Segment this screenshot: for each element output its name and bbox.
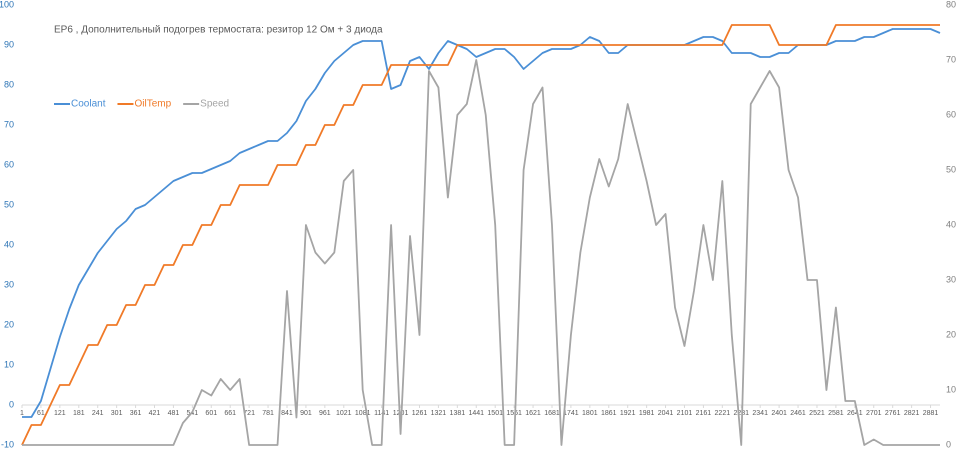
legend-label: OilTemp [134, 99, 171, 110]
y2-tick-label: 30 [946, 274, 956, 284]
y2-tick-label: 70 [946, 54, 956, 64]
y2-tick-label: 50 [946, 164, 956, 174]
y-tick-label: 30 [4, 279, 14, 289]
x-tick-label: 61 [37, 410, 45, 417]
x-tick-label: 481 [168, 410, 180, 417]
x-tick-label: 661 [224, 410, 236, 417]
x-tick-label: 1741 [563, 410, 579, 417]
y-tick-label: 80 [4, 79, 14, 89]
y2-tick-label: 20 [946, 329, 956, 339]
x-tick-label: 1441 [468, 410, 484, 417]
x-tick-label: 181 [73, 410, 85, 417]
x-tick-label: 2461 [790, 410, 806, 417]
x-tick-label: 1501 [487, 410, 503, 417]
x-tick-label: 2761 [885, 410, 901, 417]
y-tick-label: 100 [0, 0, 14, 9]
x-tick-label: 241 [92, 410, 104, 417]
x-tick-label: 1261 [412, 410, 428, 417]
x-tick-label: 541 [187, 410, 199, 417]
chart-title: ЕР6 , Дополнительный подогрев термостата… [54, 25, 383, 36]
x-tick-label: 2881 [923, 410, 939, 417]
x-tick-label: 1201 [393, 410, 409, 417]
series-line [22, 28, 941, 418]
y2-tick-label: 80 [946, 0, 956, 9]
x-tick-label: 301 [111, 410, 123, 417]
y2-tick-label: 10 [946, 384, 956, 394]
y2-tick-label: 0 [946, 439, 951, 449]
legend-label: Speed [200, 99, 229, 110]
x-tick-label: 841 [281, 410, 293, 417]
x-tick-label: 1801 [582, 410, 598, 417]
x-tick-label: 2401 [771, 410, 787, 417]
x-tick-label: 1621 [525, 410, 541, 417]
series-line [21, 24, 940, 446]
x-tick-label: 1141 [374, 410, 389, 417]
x-tick-label: 2341 [752, 410, 768, 417]
y-tick-label: -10 [1, 439, 14, 449]
y-tick-label: 0 [9, 399, 14, 409]
x-tick-label: 721 [243, 410, 255, 417]
y2-tick-label: 60 [946, 109, 956, 119]
x-tick-label: 2581 [828, 410, 844, 417]
x-tick-label: 1561 [506, 410, 522, 417]
x-tick-label: 1 [20, 410, 24, 417]
y2-tick-label: 40 [946, 219, 956, 229]
x-tick-label: 2521 [809, 410, 825, 417]
x-tick-label: 2701 [866, 410, 882, 417]
x-tick-label: 781 [262, 410, 274, 417]
x-tick-label: 901 [300, 410, 312, 417]
x-tick-label: 1381 [450, 410, 466, 417]
x-tick-label: 2821 [904, 410, 920, 417]
x-tick-label: 601 [205, 410, 217, 417]
legend-label: Coolant [71, 99, 106, 110]
x-tick-label: 1921 [620, 410, 636, 417]
x-tick-label: 2161 [696, 410, 712, 417]
x-tick-label: 1981 [639, 410, 655, 417]
series-line [22, 59, 940, 446]
x-tick-label: 1021 [336, 410, 352, 417]
y-tick-label: 60 [4, 159, 14, 169]
x-tick-label: 961 [319, 410, 331, 417]
x-tick-label: 121 [54, 410, 66, 417]
x-tick-label: 1681 [544, 410, 560, 417]
x-tick-label: 1861 [601, 410, 617, 417]
y-tick-label: 70 [4, 119, 14, 129]
x-tick-label: 2221 [715, 410, 731, 417]
y-tick-label: 90 [4, 39, 14, 49]
y-tick-label: 20 [4, 319, 14, 329]
x-tick-label: 1081 [355, 410, 371, 417]
x-tick-label: 2641 [847, 410, 863, 417]
y-tick-label: 40 [4, 239, 14, 249]
y-tick-label: 50 [4, 199, 14, 209]
x-tick-label: 2101 [677, 410, 693, 417]
x-tick-label: 421 [149, 410, 161, 417]
y-tick-label: 10 [4, 359, 14, 369]
x-tick-label: 361 [130, 410, 142, 417]
x-tick-label: 2041 [658, 410, 674, 417]
x-tick-label: 1321 [431, 410, 447, 417]
